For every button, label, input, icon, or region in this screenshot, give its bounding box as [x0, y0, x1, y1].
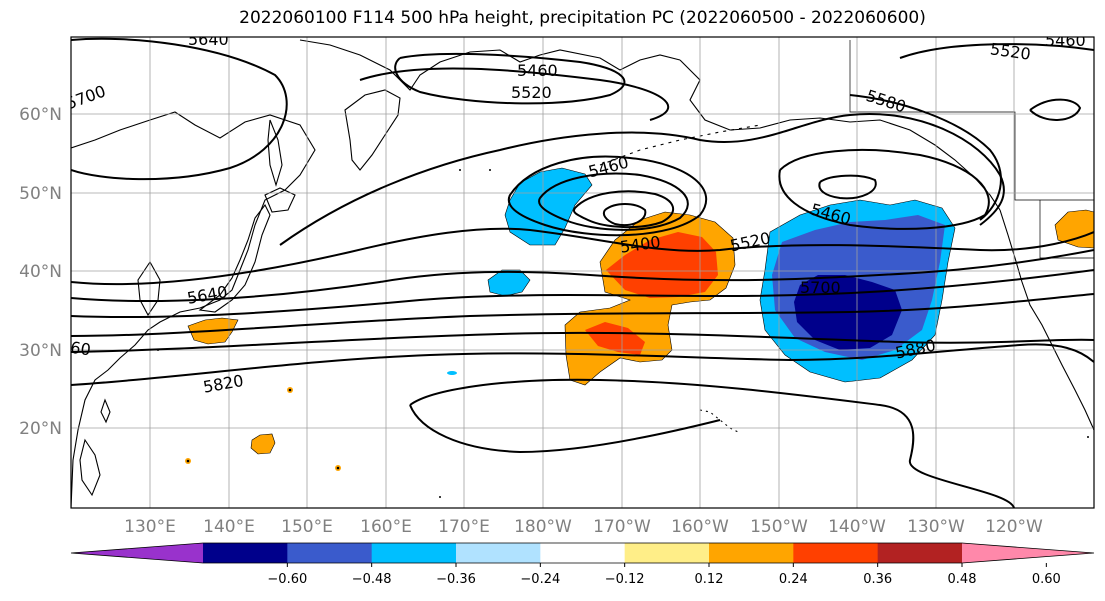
- lat-label: 20°N: [19, 419, 62, 439]
- contour-line: [1029, 98, 1082, 121]
- positive-anomaly-strong-south: [585, 322, 645, 355]
- contour-line: [602, 203, 647, 226]
- graticule: [71, 37, 1094, 508]
- contour-line: [409, 378, 1015, 508]
- lon-label: 170°W: [593, 517, 651, 537]
- korea-coastline: [137, 260, 161, 317]
- latitude-labels: 20°N 30°N 40°N 50°N 60°N: [19, 105, 62, 439]
- lon-label: 140°W: [828, 517, 886, 537]
- philippines-coastline: [79, 438, 101, 497]
- contour-label: 5760: [49, 335, 92, 359]
- lat-label: 50°N: [19, 184, 62, 204]
- contour-label: 5640: [188, 30, 229, 49]
- aleutian-islands: [599, 124, 761, 166]
- contour-line: [359, 67, 670, 121]
- colorbar-tick-label: −0.24: [520, 572, 560, 587]
- negative-dot: [447, 371, 457, 375]
- contour-label: 5520: [511, 83, 552, 102]
- lat-label: 40°N: [19, 262, 62, 282]
- colorbar-tick-label: −0.12: [605, 572, 645, 587]
- us-border: [1039, 200, 1094, 259]
- lon-label: 150°E: [281, 517, 333, 537]
- contour-label: 5460: [1045, 31, 1086, 50]
- colorbar-swatch: [877, 543, 963, 563]
- contour-line: [394, 52, 626, 105]
- hawaii-islands: [699, 409, 739, 433]
- lon-label: 180°W: [514, 517, 572, 537]
- longitude-labels: 130°E 140°E 150°E 160°E 170°E 180°W 170°…: [124, 517, 1043, 537]
- positive-anomaly-small: [250, 433, 276, 455]
- contour-line: [71, 227, 1094, 286]
- colorbar-swatch: [456, 543, 541, 563]
- lon-label: 160°E: [360, 517, 412, 537]
- lat-label: 60°N: [19, 105, 62, 125]
- colorbar-swatch: [287, 543, 373, 563]
- colorbar-tick-label: −0.36: [436, 572, 476, 587]
- map-frame: [70, 36, 1095, 509]
- colorbar-tick-label: −0.60: [267, 572, 307, 587]
- colorbar-extend-high: [962, 543, 1094, 563]
- positive-anomaly-strong: [606, 232, 718, 298]
- lon-label: 150°W: [750, 517, 808, 537]
- contour-line: [899, 43, 1094, 59]
- colorbar-tick-label: 0.24: [779, 572, 808, 587]
- contour-line: [279, 113, 1005, 246]
- height-contours: [71, 37, 1094, 508]
- colorbar-swatch: [793, 543, 879, 563]
- alaska-coastline: [679, 59, 1001, 211]
- lon-label: 160°W: [671, 517, 729, 537]
- contour-line: [71, 37, 288, 181]
- lon-label: 170°E: [438, 517, 490, 537]
- colorbar-tick-label: 0.60: [1032, 572, 1061, 587]
- colorbar-tick-label: 0.48: [948, 572, 977, 587]
- sakhalin-coastline: [267, 119, 283, 187]
- kamchatka-coastline: [344, 89, 401, 171]
- colorbar-extend-low: [71, 543, 203, 563]
- siberia-north-coastline: [299, 39, 681, 91]
- lon-label: 120°W: [985, 517, 1043, 537]
- contour-line: [71, 249, 1094, 303]
- colorbar-swatch: [540, 543, 626, 563]
- contour-line: [71, 343, 1094, 386]
- contour-label: 5700: [800, 278, 841, 297]
- lon-label: 130°E: [124, 517, 176, 537]
- colorbar-swatch: [371, 543, 457, 563]
- small-islands: [157, 169, 1089, 498]
- lat-label: 30°N: [19, 341, 62, 361]
- contour-line: [572, 190, 674, 229]
- negative-anomaly-north: [504, 167, 593, 246]
- map-title: 2022060100 F114 500 hPa height, precipit…: [239, 8, 926, 28]
- contour-line: [71, 293, 1094, 337]
- contour-line: [71, 269, 1094, 319]
- contour-line: [507, 155, 707, 237]
- canada-border: [849, 40, 1094, 201]
- taiwan-coastline: [100, 398, 111, 424]
- colorbar-swatch: [709, 543, 794, 563]
- colorbar-tick-label: 0.36: [863, 572, 892, 587]
- colorbar-outline: [70, 542, 1095, 564]
- contour-line: [71, 331, 1094, 353]
- colorbar-swatch: [624, 543, 710, 563]
- colorbar-tick-label: 0.12: [695, 572, 724, 587]
- asia-coastline: [71, 111, 316, 508]
- lon-label: 140°E: [203, 517, 255, 537]
- contour-line: [409, 404, 721, 454]
- contour-line: [818, 174, 877, 200]
- contour-label: 5460: [517, 61, 558, 80]
- hokkaido-coastline: [264, 187, 296, 213]
- colorbar-tick-label: −0.48: [352, 572, 392, 587]
- contour-line: [778, 149, 990, 230]
- contour-line: [849, 94, 1002, 221]
- negative-anomaly-west: [487, 269, 531, 297]
- lon-label: 130°W: [907, 517, 965, 537]
- contour-line: [538, 172, 689, 231]
- colorbar-swatch: [203, 543, 288, 563]
- positive-anomaly-coast: [1054, 209, 1094, 249]
- colorbar: −0.60 −0.48 −0.36 −0.24 −0.12 0.12 0.24 0.36 0.4…: [70, 542, 1095, 587]
